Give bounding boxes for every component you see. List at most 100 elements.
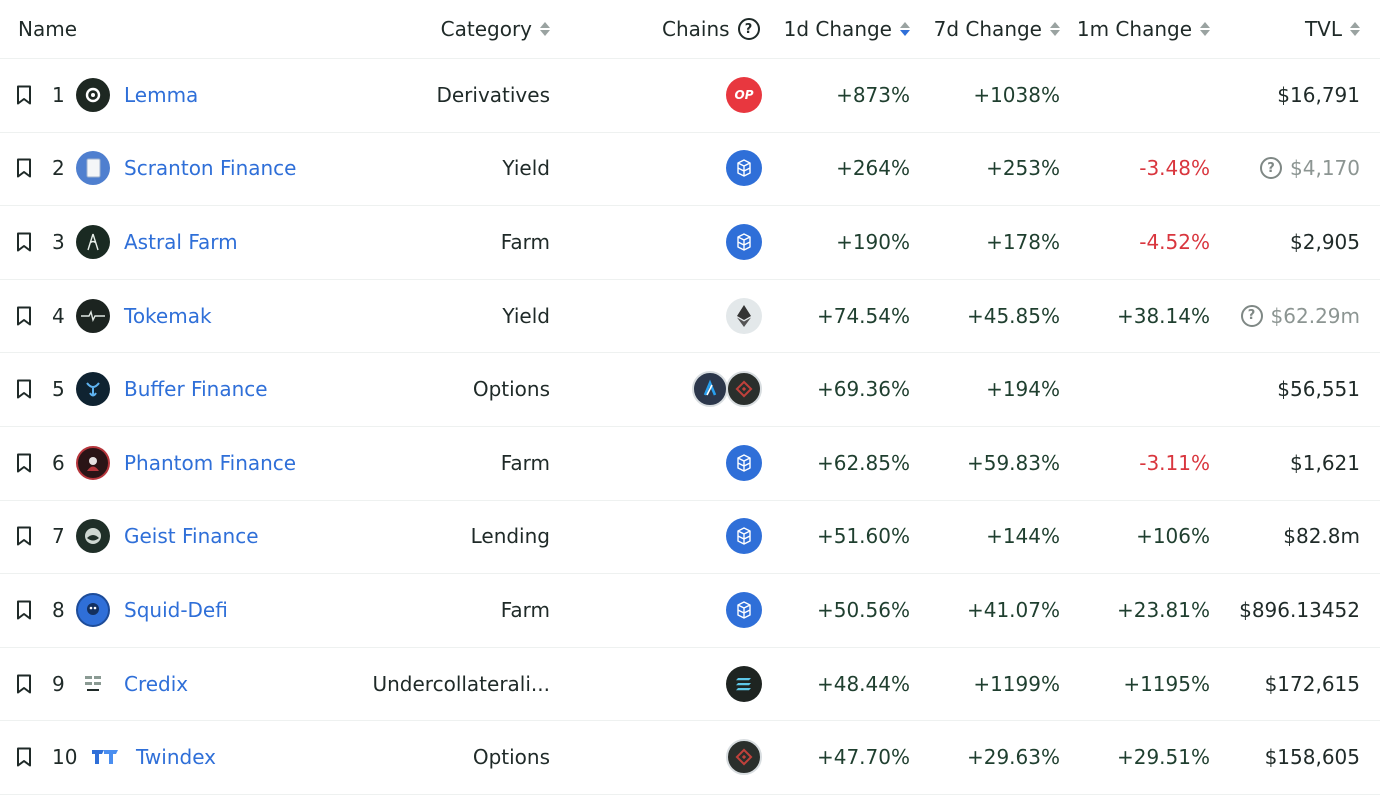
change-7d-cell: +1038%	[973, 58, 1060, 132]
tvl-value: $896.13452	[1239, 597, 1360, 622]
protocol-cell[interactable]: Phantom Finance	[76, 426, 296, 500]
protocol-cell[interactable]: Astral Farm	[76, 205, 238, 279]
rank: 4	[52, 303, 65, 328]
category: Undercollaterali...	[372, 671, 550, 696]
protocol-name-link[interactable]: Geist Finance	[124, 524, 259, 549]
table-row[interactable]: 5 Buffer Finance Options arbitrum-iconbnb-c…	[0, 352, 1380, 427]
change-7d: +29.63%	[966, 745, 1060, 770]
bookmark-button[interactable]	[16, 720, 32, 794]
bookmark-button[interactable]	[16, 573, 32, 647]
phantom-finance-logo-icon	[76, 445, 110, 480]
table-row[interactable]: 4 Tokemak Yield ethereum-icon +74.54% +45.85%…	[0, 279, 1380, 354]
protocol-cell[interactable]: Tokemak	[76, 279, 212, 353]
protocol-name-link[interactable]: Scranton Finance	[124, 156, 297, 181]
twindex-logo-icon	[88, 740, 122, 774]
chains-cell: solana-icon	[726, 647, 762, 721]
column-header-1d-label: 1d Change	[783, 17, 892, 41]
protocol-name-link[interactable]: Twindex	[136, 745, 216, 770]
tvl-cell: $16,791	[1277, 58, 1360, 132]
table-header: Name Category Chains ? 1d Change 7d Chan…	[0, 0, 1380, 59]
tvl-cell: $2,905	[1290, 205, 1360, 279]
tvl-cell: $56,551	[1277, 352, 1360, 426]
chain-arbitrum-icon	[692, 371, 728, 408]
table-row[interactable]: 7 Geist Finance Lending fantom-icon +51.60% +…	[0, 500, 1380, 575]
help-icon[interactable]: ?	[1240, 304, 1263, 327]
table-row[interactable]: 6 Phantom Finance Farm fantom-icon +62.85% +5…	[0, 426, 1380, 501]
table-row[interactable]: 8 Squid-Defi Farm fantom-icon +50.56% +41.07%…	[0, 573, 1380, 648]
chains-cell: fantom-icon	[726, 500, 762, 574]
column-header-7d-label: 7d Change	[933, 17, 1042, 41]
bookmark-button[interactable]	[16, 352, 32, 426]
change-7d-cell: +1199%	[973, 647, 1060, 721]
bookmark-button[interactable]	[16, 647, 32, 721]
change-7d-cell: +178%	[986, 205, 1060, 279]
chain-fantom-icon	[726, 518, 762, 555]
change-1m: -3.11%	[1139, 450, 1210, 475]
protocol-cell[interactable]: Twindex	[88, 720, 216, 794]
protocol-cell[interactable]: Buffer Finance	[76, 352, 268, 426]
bookmark-button[interactable]	[16, 132, 32, 206]
rank: 2	[52, 156, 65, 181]
table-row[interactable]: 1 Lemma Derivatives optimism-iconOP +873% +10…	[0, 58, 1380, 133]
buffer-finance-logo-icon	[76, 372, 110, 407]
protocol-cell[interactable]: Scranton Finance	[76, 132, 296, 206]
change-7d: +253%	[986, 156, 1060, 181]
protocol-name-link[interactable]: Squid-Defi	[124, 597, 228, 622]
geist-finance-logo-icon	[76, 519, 110, 554]
tvl-value: $16,791	[1277, 82, 1360, 107]
tvl-value: $158,605	[1264, 745, 1360, 770]
category-cell: Options	[473, 352, 550, 426]
column-header-category[interactable]: Category	[441, 0, 550, 58]
column-header-chains: Chains ?	[662, 0, 760, 58]
protocol-name-link[interactable]: Buffer Finance	[124, 377, 268, 402]
help-icon[interactable]: ?	[1260, 157, 1283, 180]
change-7d: +144%	[986, 524, 1060, 549]
protocol-cell[interactable]: Squid-Defi	[76, 573, 228, 647]
column-header-7d-change[interactable]: 7d Change	[934, 0, 1060, 58]
bookmark-button[interactable]	[16, 500, 32, 574]
table-row[interactable]: 10 Twindex Options bnb-chain-icon +47.70% +29…	[0, 720, 1380, 795]
help-icon[interactable]: ?	[737, 18, 760, 40]
change-7d-cell: +41.07%	[967, 573, 1060, 647]
chains-cell: fantom-icon	[726, 205, 762, 279]
protocol-name-link[interactable]: Astral Farm	[124, 229, 238, 254]
bookmark-button[interactable]	[16, 426, 32, 500]
bookmark-button[interactable]	[16, 205, 32, 279]
bookmark-button[interactable]	[16, 279, 32, 353]
column-header-1d-change[interactable]: 1d Change	[784, 0, 910, 58]
chains-cell: fantom-icon	[726, 426, 762, 500]
table-row[interactable]: 2 Scranton Finance Yield fantom-icon +264% +2…	[0, 132, 1380, 207]
protocol-name-link[interactable]: Tokemak	[124, 303, 212, 328]
column-header-name[interactable]: Name	[18, 0, 77, 58]
protocol-cell[interactable]: Lemma	[76, 58, 198, 132]
column-header-1m-change[interactable]: 1m Change	[1077, 0, 1210, 58]
protocol-name-link[interactable]: Lemma	[124, 82, 199, 107]
protocol-cell[interactable]: Geist Finance	[76, 500, 259, 574]
protocol-name-link[interactable]: Phantom Finance	[124, 450, 297, 475]
bookmark-icon	[16, 85, 32, 105]
protocol-cell[interactable]: Credix	[76, 647, 188, 721]
chains-cell: fantom-icon	[726, 132, 762, 206]
tvl-cell: $158,605	[1265, 720, 1360, 794]
category: Lending	[470, 524, 550, 549]
protocol-name-link[interactable]: Credix	[124, 671, 189, 696]
bookmark-button[interactable]	[16, 58, 32, 132]
scranton-finance-logo-icon	[76, 151, 110, 186]
category: Farm	[500, 229, 550, 254]
table-row[interactable]: 3 Astral Farm Farm fantom-icon +190% +178% -4.…	[0, 205, 1380, 280]
rank-cell: 10	[52, 720, 77, 794]
change-7d-cell: +194%	[986, 352, 1060, 426]
column-header-tvl[interactable]: TVL	[1305, 0, 1360, 58]
tvl-value: $1,621	[1290, 450, 1360, 475]
category-cell: Lending	[471, 500, 550, 574]
category: Options	[472, 745, 550, 770]
change-1m: +38.14%	[1116, 303, 1210, 328]
rank-cell: 4	[52, 279, 65, 353]
rank-cell: 2	[52, 132, 65, 206]
category-cell: Farm	[501, 426, 550, 500]
change-7d-cell: +29.63%	[967, 720, 1060, 794]
category: Options	[472, 377, 550, 402]
table-row[interactable]: 9 Credix Undercollaterali... solana-icon +48…	[0, 647, 1380, 722]
rank-cell: 5	[52, 352, 65, 426]
change-7d: +178%	[986, 229, 1060, 254]
